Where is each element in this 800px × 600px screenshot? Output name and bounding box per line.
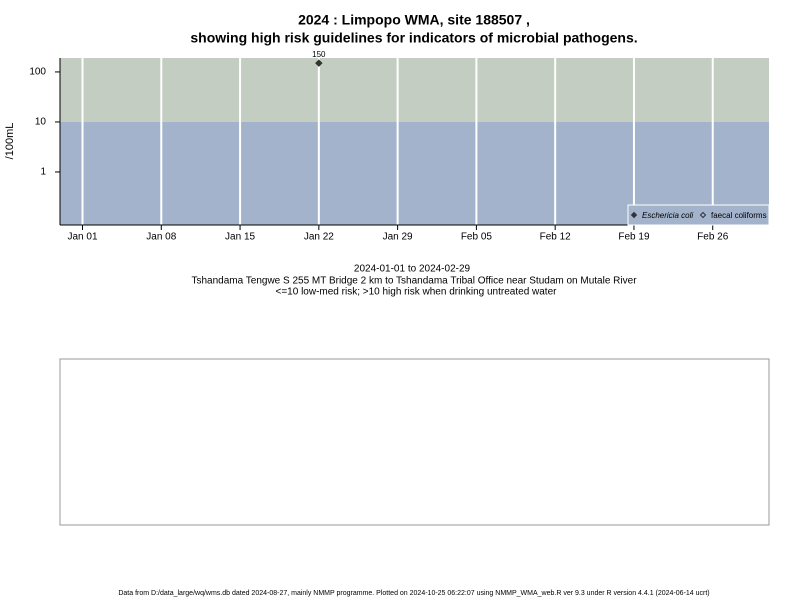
y-tick-label: 1: [40, 167, 46, 178]
footer: Data from D:/data_large/wq/wms.db dated …: [118, 590, 709, 597]
note: <=10 low-med risk; >10 high risk when dr…: [276, 287, 558, 298]
note: 2024-01-01 to 2024-02-29: [354, 264, 471, 275]
x-tick-label: Jan 29: [383, 232, 413, 243]
x-tick-label: Feb 19: [618, 232, 650, 243]
x-tick-label: Jan 22: [304, 232, 334, 243]
legend-label: faecal coliforms: [711, 211, 767, 220]
empty-panel: [59, 358, 770, 526]
y-tick-label: 100: [29, 67, 46, 78]
chart-title: 2024 : Limpopo WMA, site 188507 ,: [298, 12, 530, 28]
legend-label: Eschericia coli: [642, 211, 693, 220]
x-tick-label: Feb 26: [697, 232, 729, 243]
y-tick-label: 10: [35, 117, 47, 128]
x-tick-label: Feb 12: [540, 232, 572, 243]
note: Tshandama Tengwe S 255 MT Bridge 2 km to…: [191, 276, 637, 287]
data-label: 150: [312, 50, 326, 59]
high-risk-band: [60, 58, 769, 122]
x-tick-label: Jan 08: [146, 232, 176, 243]
chart-subtitle: showing high risk guidelines for indicat…: [190, 30, 637, 46]
x-tick-label: Jan 01: [67, 232, 97, 243]
legend-marker: [699, 211, 707, 219]
x-tick-label: Feb 05: [461, 232, 493, 243]
legend-marker: [630, 211, 638, 219]
legend-box: [627, 204, 770, 226]
y-axis-label: /100mL: [4, 123, 16, 160]
point: [315, 59, 323, 67]
x-tick-label: Jan 15: [225, 232, 255, 243]
